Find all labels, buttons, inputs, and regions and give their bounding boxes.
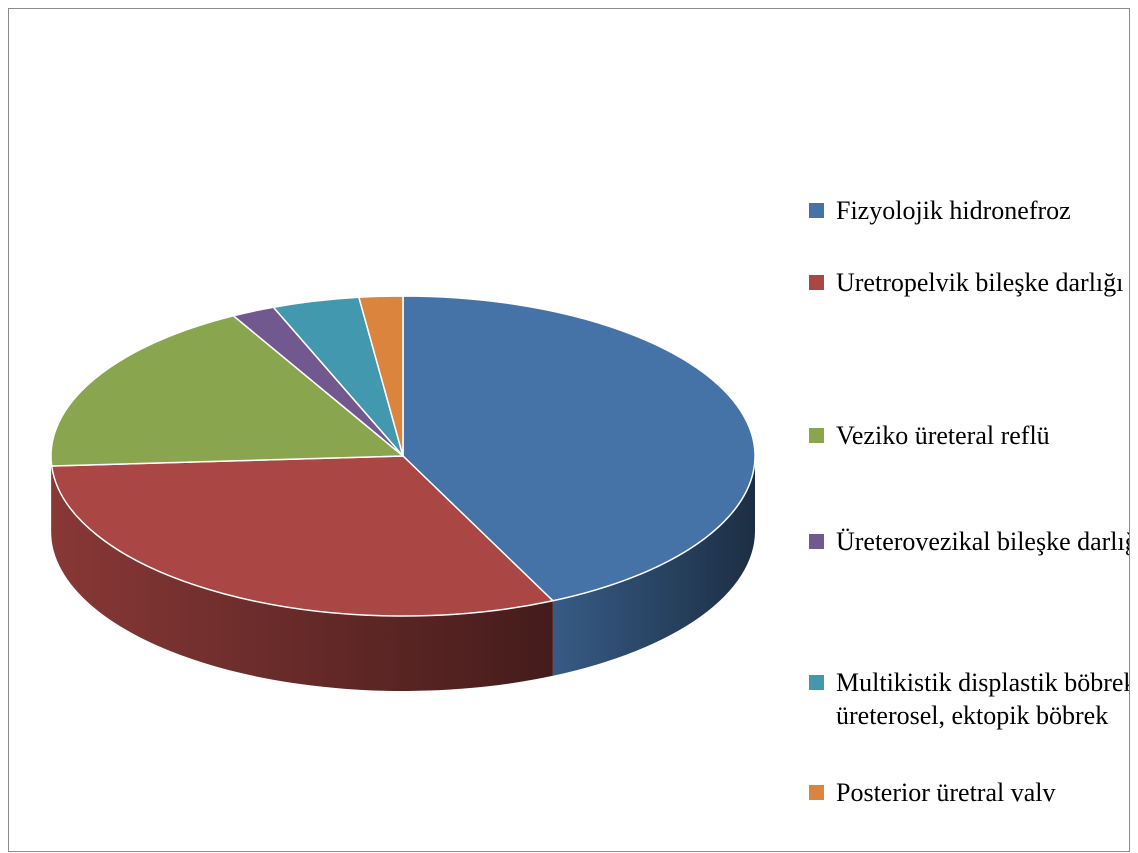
legend-swatch — [809, 534, 824, 549]
legend-swatch — [809, 675, 824, 690]
slice-side — [552, 456, 755, 676]
slice-side — [51, 456, 52, 542]
slice — [402, 295, 756, 602]
slice — [50, 455, 554, 617]
slice-side — [51, 466, 553, 691]
chart-frame: Fizyolojik hidronefroz Uretropelvik bileş… — [8, 8, 1130, 852]
slice — [358, 295, 404, 457]
legend-label: Posterior üretral valv — [836, 778, 1056, 807]
pie-chart — [50, 295, 756, 691]
slice — [50, 315, 404, 467]
legend-label: Üreterovezikal bileşke darlığı — [836, 527, 1130, 556]
legend-swatch — [809, 428, 824, 443]
legend-label: Fizyolojik hidronefroz — [836, 196, 1071, 225]
legend-swatch — [809, 275, 824, 290]
legend-label: Uretropelvik bileşke darlığı — [836, 268, 1124, 297]
legend-swatch — [809, 203, 824, 218]
legend-label: Veziko üreteral reflü — [836, 421, 1050, 450]
legend-swatch — [809, 785, 824, 800]
legend-label: Multikistik displastik böbrek, üreterose… — [836, 668, 1130, 730]
